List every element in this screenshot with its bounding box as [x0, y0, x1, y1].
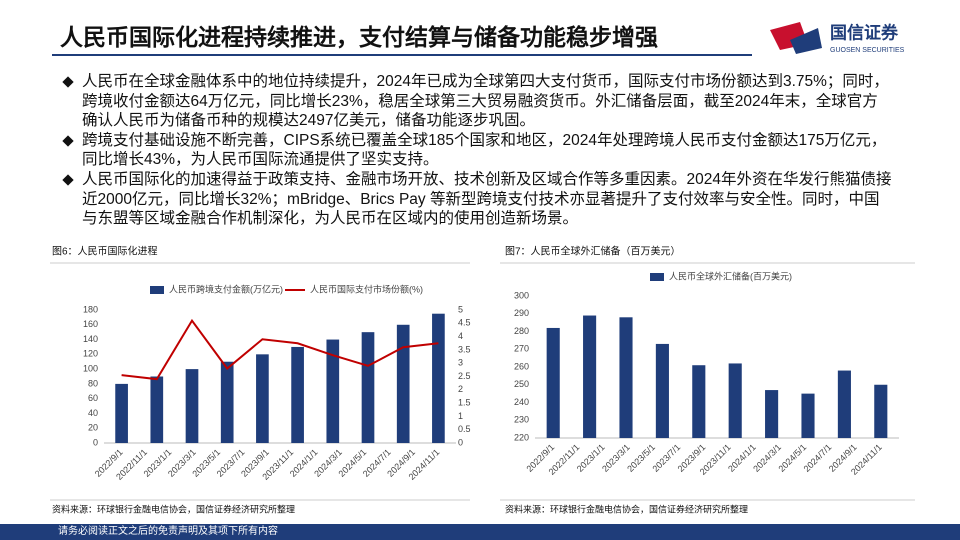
y-tick-label: 180 [83, 304, 98, 314]
y2-tick-label: 3 [458, 358, 463, 368]
bar [546, 327, 560, 438]
y-tick-label: 300 [514, 290, 529, 300]
legend-swatch [650, 273, 664, 281]
source: 资料来源：环球银行金融电信协会，国信证券经济研究所整理 [505, 503, 748, 514]
chart-title: 图6：人民币国际化进程 [52, 245, 158, 258]
bullet: 人民币在全球金融体系中的地位持续提升，2024年已成为全球第四大支付货币，国际支… [62, 72, 892, 131]
y2-tick-label: 2.5 [458, 371, 471, 381]
y2-tick-label: 2 [458, 384, 463, 394]
y-tick-label: 290 [514, 308, 529, 318]
bar [115, 383, 128, 443]
legend-label: 人民币国际支付市场份额(%) [310, 283, 423, 294]
page-title: 人民币国际化进程持续推进，支付结算与储备功能稳步增强 [60, 24, 658, 50]
y-tick-label: 60 [88, 393, 98, 403]
bar [583, 315, 597, 438]
y-tick-label: 280 [514, 326, 529, 336]
bar [874, 384, 888, 438]
bar [326, 339, 340, 443]
bar [432, 313, 445, 443]
chart-title: 图7：人民币全球外汇储备（百万美元） [505, 245, 681, 258]
bar [185, 369, 199, 443]
y2-tick-label: 1.5 [458, 397, 471, 407]
bullet-list: 人民币在全球金融体系中的地位持续提升，2024年已成为全球第四大支付货币，国际支… [62, 72, 892, 229]
y2-tick-label: 3.5 [458, 344, 471, 354]
y-tick-label: 140 [83, 334, 98, 344]
footer-text: 请务必阅读正文之后的免责声明及其项下所有内容 [58, 526, 278, 537]
y-tick-label: 260 [514, 361, 529, 371]
bar [655, 343, 669, 438]
source: 资料来源：环球银行金融电信协会，国信证券经济研究所整理 [52, 503, 295, 514]
y-tick-label: 230 [514, 415, 529, 425]
brand: 国信证券 [830, 22, 899, 42]
bar [150, 376, 164, 443]
bar [256, 354, 269, 443]
y-tick-label: 0 [93, 437, 98, 447]
brand-en: GUOSEN SECURITIES [830, 47, 905, 54]
y2-tick-label: 0 [458, 437, 463, 447]
logo-blue [790, 28, 822, 54]
footer: 请务必阅读正文之后的免责声明及其项下所有内容 [0, 524, 960, 540]
y-tick-label: 120 [83, 349, 98, 359]
y2-tick-label: 4.5 [458, 318, 471, 328]
y-tick-label: 250 [514, 379, 529, 389]
y-tick-label: 160 [83, 319, 98, 329]
bar [801, 393, 815, 438]
bar [361, 332, 375, 443]
legend-label: 人民币全球外汇储备(百万美元) [669, 270, 792, 281]
bar [220, 361, 234, 443]
legend-label: 人民币跨境支付金额(万亿元) [169, 283, 283, 294]
bar [692, 365, 706, 438]
y2-tick-label: 0.5 [458, 424, 471, 434]
y-tick-label: 100 [83, 363, 98, 373]
y-tick-label: 220 [514, 432, 529, 442]
bar [396, 324, 410, 443]
y2-tick-label: 4 [458, 331, 463, 341]
bullet: 人民币国际化的加速得益于政策支持、金融市场开放、技术创新及区域合作等多重因素。2… [62, 170, 892, 229]
legend-swatch [150, 286, 164, 294]
bar [291, 346, 304, 443]
line [121, 318, 439, 381]
y-tick-label: 20 [88, 423, 98, 433]
bar [765, 390, 779, 438]
bar [837, 370, 851, 438]
title-rule [52, 54, 752, 56]
bar [728, 363, 742, 438]
y-tick-label: 270 [514, 344, 529, 354]
y-tick-label: 240 [514, 397, 529, 407]
bar [619, 317, 633, 438]
y-tick-label: 80 [88, 378, 98, 388]
y-tick-label: 40 [88, 408, 98, 418]
y2-tick-label: 1 [458, 411, 463, 421]
y2-tick-label: 5 [458, 304, 463, 314]
bullet: 跨境支付基础设施不断完善，CIPS系统已覆盖全球185个国家和地区，2024年处… [62, 131, 892, 170]
